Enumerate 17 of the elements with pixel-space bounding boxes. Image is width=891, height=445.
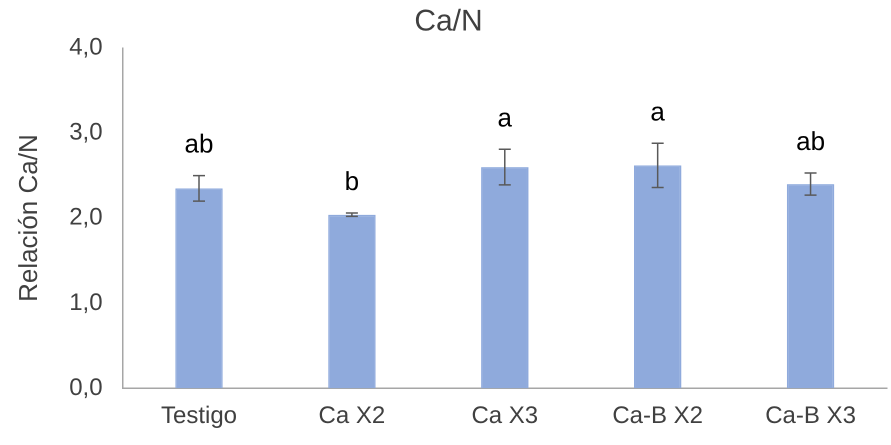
y-tick-label: 2,0	[69, 204, 103, 231]
x-tick-label: Ca X3	[471, 402, 538, 430]
x-tick-label: Ca-B X2	[612, 402, 704, 430]
x-tick-label: Ca-B X3	[765, 402, 856, 430]
x-tick-label: Ca X2	[318, 402, 386, 430]
annotation: ab	[796, 126, 826, 156]
annotation: ab	[184, 128, 214, 159]
y-axis-title: Relación Ca/N	[12, 134, 43, 302]
annotation: b	[344, 166, 360, 196]
annotation: a	[650, 96, 666, 126]
annotation: a	[498, 102, 513, 132]
chart-title: Ca/N	[414, 4, 483, 38]
y-tick-label: 1,0	[69, 288, 103, 316]
y-tick-label: 3,0	[69, 118, 103, 146]
x-tick-label: Testigo	[160, 402, 238, 430]
y-tick-label: 4,0	[69, 34, 103, 61]
y-tick-label: 0,0	[69, 374, 103, 401]
